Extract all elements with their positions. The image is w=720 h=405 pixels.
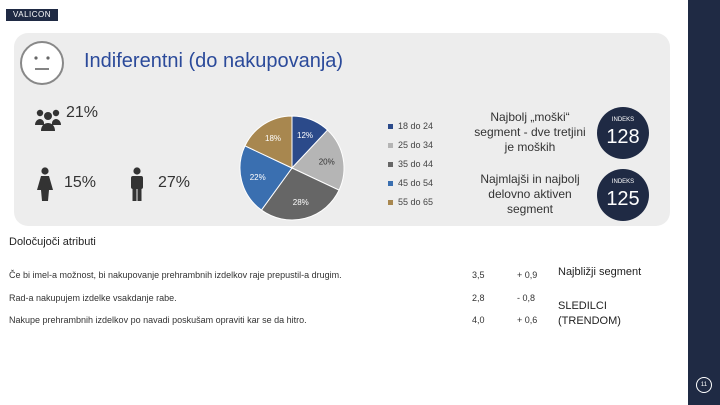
right-sidebar-bar [688,0,720,405]
pie-slice-2 [291,129,345,191]
closest-segment-title: Najbližji segment [558,266,642,278]
attribute-diff-1: + 0,9 [517,270,538,280]
page-number: 11 [696,377,712,393]
young-segment-note: Najmlajši in najbolj delovno aktiven seg… [480,172,580,216]
attribute-row-1: Če bi imel-a možnost, bi nakupovanje pre… [9,270,342,280]
group-share: 21% [66,104,99,121]
pie-label-5: 18% [265,134,281,143]
male-icon [128,167,146,206]
attribute-score-3: 4,0 [472,315,485,325]
legend-swatch-5 [388,200,393,206]
female-share: 15% [64,174,97,191]
segment-panel [14,33,670,226]
index-label-2: INDEKS [611,179,635,185]
pie-label-3: 28% [293,198,309,207]
attribute-row-2: Rad-a nakupujem izdelke vsakdanje rabe. [9,293,177,303]
attribute-row-3: Nakupe prehrambnih izdelkov po navadi po… [9,315,307,325]
index-label-1: INDEKS [611,117,635,123]
attribute-diff-3: + 0,6 [517,315,538,325]
legend-label-5: 55 do 65 [398,197,434,207]
legend-item-1: 18 do 24 [388,120,433,132]
legend-item-3: 35 do 44 [388,158,433,170]
attribute-diff-2: - 0,8 [517,293,536,303]
closest-segment-name: SLEDILCI [558,300,607,312]
male-share: 27% [158,174,191,191]
neutral-face-icon [20,41,64,85]
attribute-score-1: 3,5 [472,270,485,280]
index-value-1: 128 [606,126,640,148]
index-badge-2: INDEKS 125 [597,169,649,221]
legend-label-4: 45 do 54 [398,178,434,188]
index-badge-1: INDEKS 128 [597,107,649,159]
legend-swatch-2 [388,143,393,149]
pie-label-1: 12% [297,131,313,140]
pie-slice-5 [244,115,293,169]
legend-swatch-1 [388,124,393,130]
legend-item-4: 45 do 54 [388,177,433,189]
attributes-title: Določujoči atributi [9,236,96,248]
attribute-score-2: 2,8 [472,293,485,303]
legend-item-2: 25 do 34 [388,139,433,151]
page-title: Indiferentni (do nakupovanja) [84,50,344,72]
group-people-icon [34,107,62,136]
legend-item-5: 55 do 65 [388,196,433,208]
female-icon [36,167,54,206]
closest-segment-name-sub: (TRENDOM) [558,315,621,327]
legend-label-3: 35 do 44 [398,159,434,169]
legend-label-2: 25 do 34 [398,140,434,150]
pie-slice-3 [260,167,340,221]
legend-swatch-4 [388,181,393,187]
legend-label-1: 18 do 24 [398,121,434,131]
legend-swatch-3 [388,162,393,168]
pie-label-4: 22% [250,173,266,182]
pie-label-2: 20% [319,157,335,166]
index-value-2: 125 [606,188,640,210]
age-pie-chart: 12% 20% 28% 22% 18% [239,115,345,221]
male-segment-note: Najbolj „moški“ segment - dve tretjini j… [474,110,586,154]
brand-logo: VALICON [6,9,58,21]
